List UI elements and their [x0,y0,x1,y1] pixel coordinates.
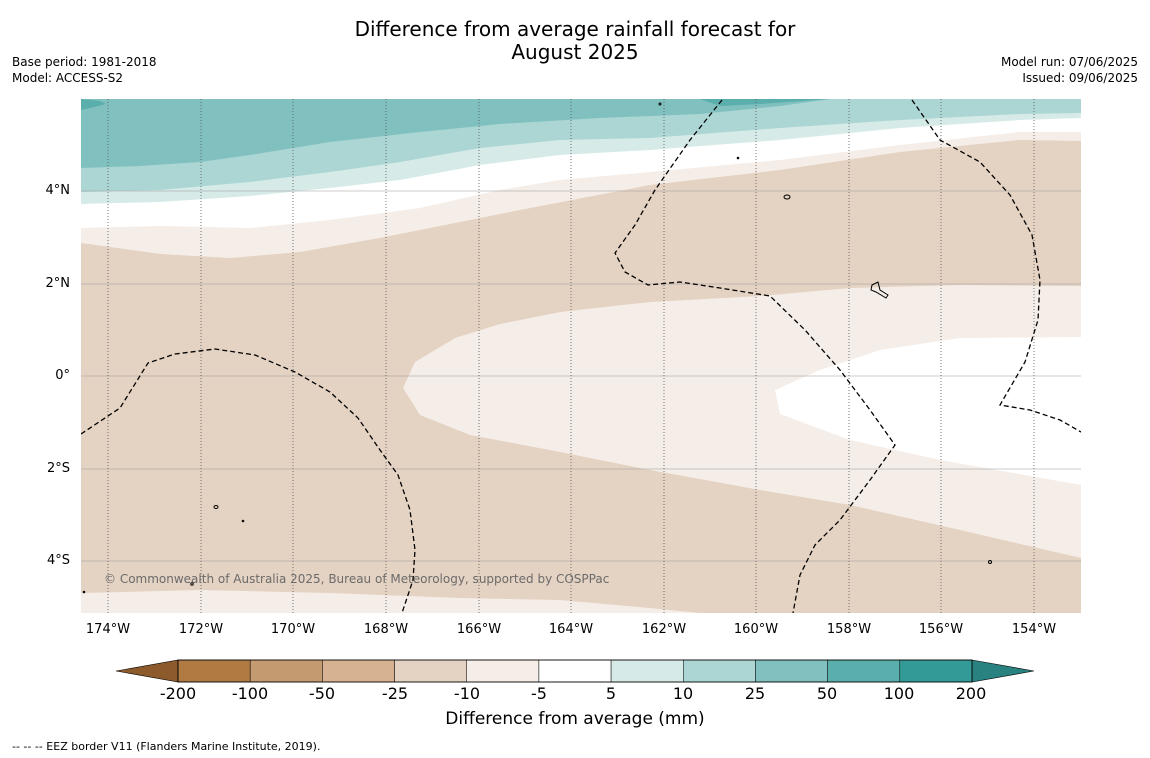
model-name: Model: ACCESS-S2 [12,71,124,85]
colorbar-tick: 5 [605,684,617,703]
meta-left: Base period: 1981-2018 Model: ACCESS-S2 [12,54,157,86]
map-title: Difference from average rainfall forecas… [0,18,1150,64]
lon-label-174w: 174°W [85,622,131,637]
base-period: Base period: 1981-2018 [12,55,157,69]
lon-label-172w: 172°W [178,622,224,637]
colorbar-tick: -100 [231,684,269,703]
colorbar-segment [610,659,684,683]
lon-label-168w: 168°W [363,622,409,637]
lat-label-2n: 2°N [45,276,71,291]
colorbar-segment [755,659,828,683]
lon-label-154w: 154°W [1011,622,1057,637]
lon-label-166w: 166°W [456,622,502,637]
colorbar-segment [177,659,251,683]
band-25-50 [81,99,830,168]
lon-label-160w: 160°W [733,622,779,637]
colorbar-tick: -5 [531,684,547,703]
colorbar [115,659,1035,683]
eez-border-line-islands-west [614,99,896,613]
lon-label-164w: 164°W [548,622,594,637]
colorbar-tick: 100 [883,684,915,703]
lat-label-0: 0° [55,368,70,383]
colorbar-segment [827,659,901,683]
eez-border-kiribati-phoenix [81,348,416,613]
colorbar-tick: 10 [672,684,694,703]
title-line-1: Difference from average rainfall forecas… [354,17,796,41]
colorbar-tick: -200 [159,684,197,703]
colorbar-tick: 50 [816,684,838,703]
colorbar-tick: 200 [955,684,987,703]
lon-label-158w: 158°W [826,622,872,637]
map-plot-area [81,99,1081,613]
colorbar-tick: -10 [453,684,481,703]
colorbar-segment [899,659,973,683]
lat-label-4n: 4°N [45,183,71,198]
colorbar-label: Difference from average (mm) [445,709,705,729]
latitude-gridlines [81,190,1081,562]
colorbar-over-arrow [971,659,1035,683]
lon-label-156w: 156°W [918,622,964,637]
colorbar-segment [538,659,612,683]
lon-label-162w: 162°W [641,622,687,637]
colorbar-segment [249,659,323,683]
colorbar-segment [466,659,540,683]
lat-label-2s: 2°S [46,461,70,476]
copyright-notice: © Commonwealth of Australia 2025, Bureau… [104,572,610,586]
band-minus-10-south [81,590,700,613]
colorbar-tick: -50 [308,684,336,703]
lat-label-4s: 4°S [46,553,70,568]
lon-label-170w: 170°W [270,622,316,637]
model-run: Model run: 07/06/2025 [1000,55,1138,69]
eez-border-line-islands-east [911,99,1081,433]
colorbar-segment [394,659,467,683]
colorbar-segment [683,659,756,683]
band-50-100-top [700,99,830,106]
eez-borders [81,99,1081,613]
issued-date: Issued: 09/06/2025 [1022,71,1138,85]
title-line-2: August 2025 [511,40,639,64]
colorbar-under-arrow [115,659,179,683]
colorbar-tick: 25 [744,684,766,703]
eez-footnote: -- -- -- EEZ border V11 (Flanders Marine… [12,740,321,753]
colorbar-segment [322,659,395,683]
band-neutral-central [775,337,1081,485]
colorbar-tick: -25 [381,684,409,703]
meta-right: Model run: 07/06/2025 Issued: 09/06/2025 [1001,54,1138,86]
islands [82,102,992,594]
band-50-100 [81,99,106,110]
